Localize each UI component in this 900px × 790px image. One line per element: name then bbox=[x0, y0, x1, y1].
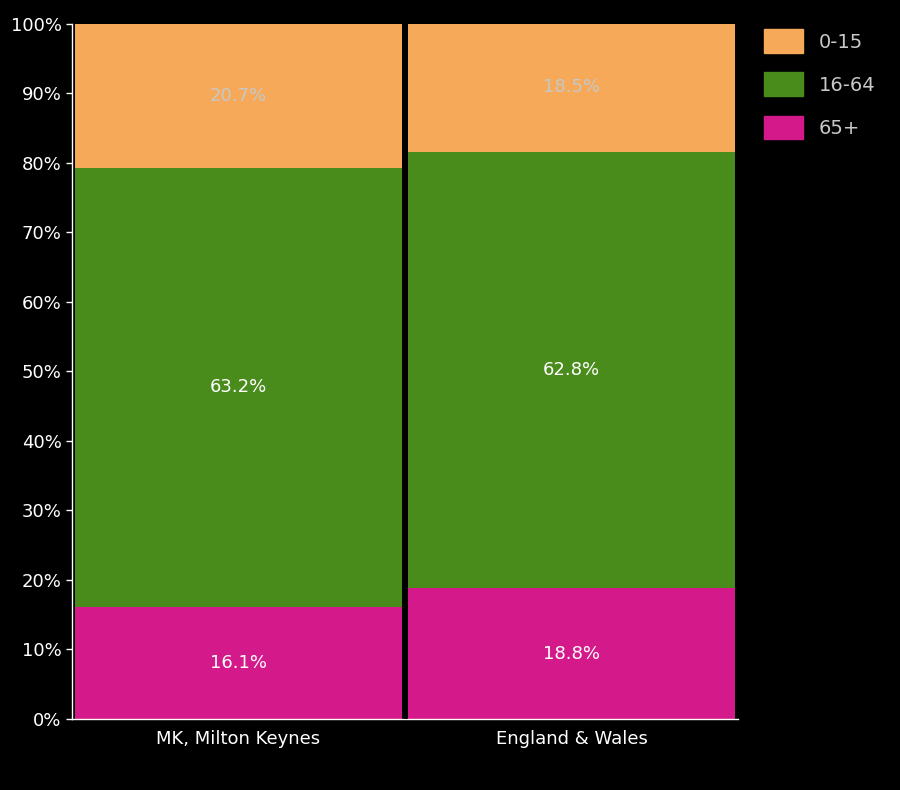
Bar bbox=[409, 152, 734, 589]
Bar bbox=[76, 24, 401, 167]
Text: 20.7%: 20.7% bbox=[210, 87, 267, 104]
Text: 63.2%: 63.2% bbox=[210, 378, 267, 397]
Bar bbox=[409, 23, 734, 152]
Text: 18.5%: 18.5% bbox=[543, 78, 600, 96]
Text: 62.8%: 62.8% bbox=[543, 361, 600, 379]
Bar bbox=[76, 167, 401, 607]
Text: 16.1%: 16.1% bbox=[210, 654, 267, 672]
Bar bbox=[409, 589, 734, 719]
Legend: 0-15, 16-64, 65+: 0-15, 16-64, 65+ bbox=[754, 20, 885, 149]
Text: 18.8%: 18.8% bbox=[543, 645, 600, 663]
Bar bbox=[76, 607, 401, 719]
